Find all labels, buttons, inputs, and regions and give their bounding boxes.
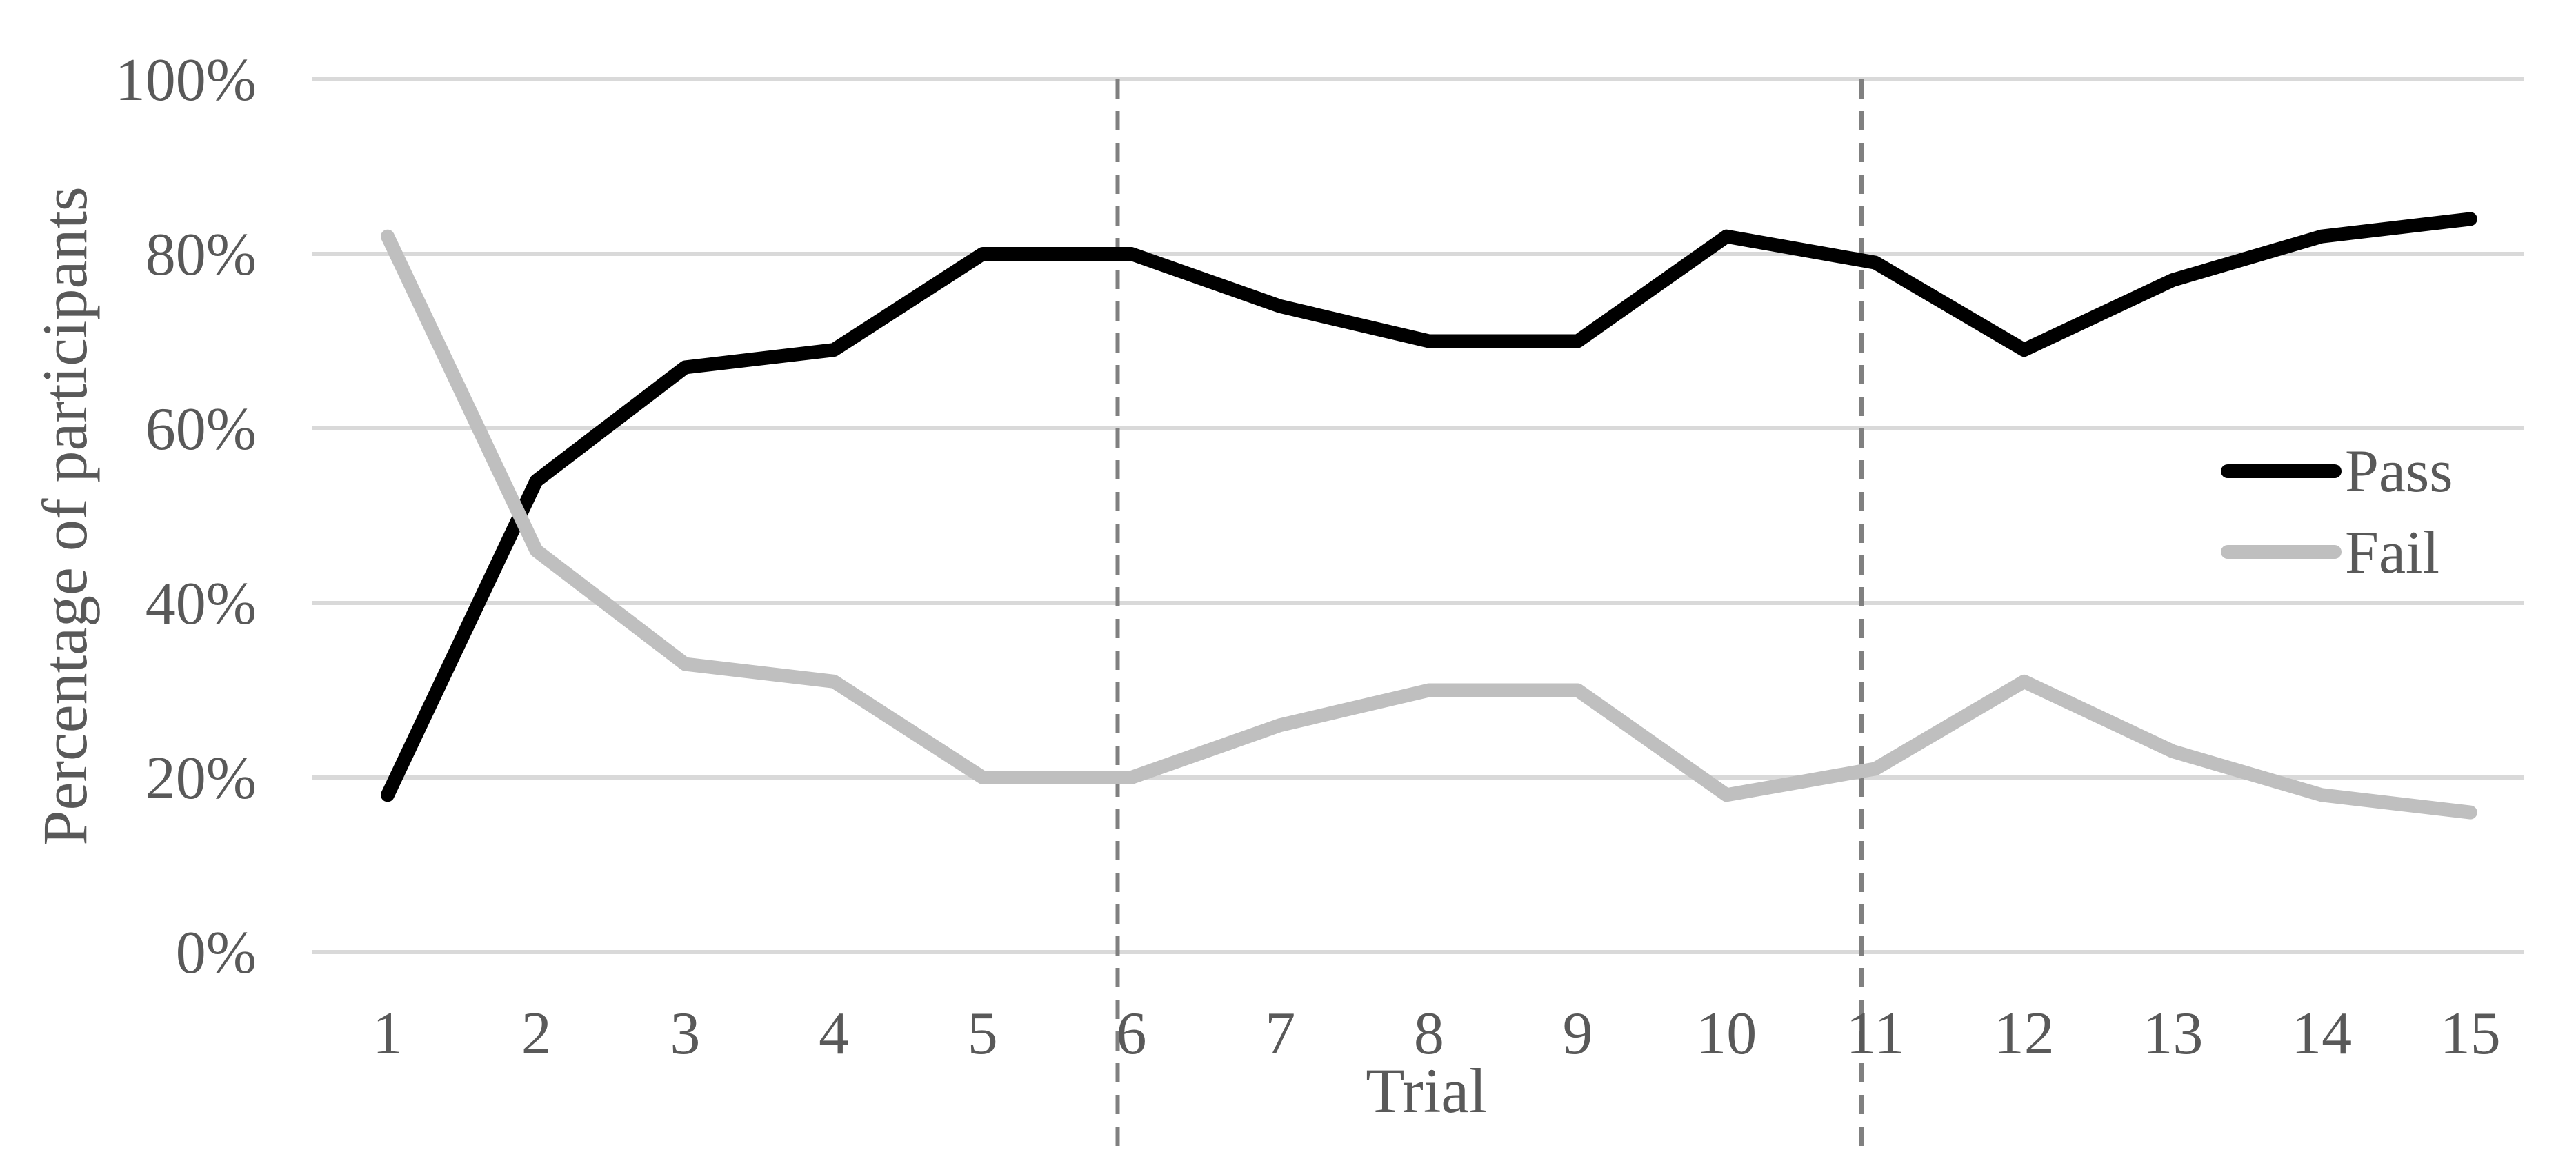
x-tick-label: 12 (1994, 1000, 2055, 1067)
x-axis-title: Trial (1366, 1056, 1487, 1126)
series-line-fail (381, 229, 2477, 820)
grid-layer (312, 77, 2524, 954)
x-tick-label: 1 (372, 1000, 403, 1067)
x-tick-label: 11 (1846, 1000, 1905, 1067)
legend-pass-label: Pass (2345, 438, 2453, 505)
x-tick-label: 9 (1563, 1000, 1593, 1067)
series-line-pass (381, 212, 2477, 802)
y-tick-label: 40% (146, 571, 257, 637)
y-tick-label: 80% (146, 221, 257, 288)
y-tick-label: 100% (115, 47, 257, 114)
legend-fail-label: Fail (2345, 519, 2439, 586)
y-axis-title: Percentage of participants (30, 186, 100, 845)
x-tick-label: 14 (2291, 1000, 2352, 1067)
phase-divider-layer (1115, 79, 1864, 1149)
y-tick-label: 60% (146, 396, 257, 463)
x-tick-label: 7 (1265, 1000, 1295, 1067)
x-tick-label: 3 (670, 1000, 700, 1067)
x-tick-label: 4 (819, 1000, 849, 1067)
y-tick-label: 20% (146, 745, 257, 812)
x-tick-label: 2 (521, 1000, 552, 1067)
x-tick-label: 6 (1117, 1000, 1147, 1067)
y-tick-label: 0% (176, 920, 257, 987)
x-tick-label: 13 (2142, 1000, 2203, 1067)
x-tick-label: 5 (968, 1000, 998, 1067)
x-tick-label: 10 (1696, 1000, 1757, 1067)
x-tick-label: 15 (2440, 1000, 2501, 1067)
x-tick-label: 8 (1414, 1000, 1444, 1067)
series-layer (381, 212, 2477, 820)
x-tick-labels: 1 2 3 4 5 6 7 8 9 10 11 12 13 14 15 (372, 1000, 2501, 1067)
legend: Pass Fail (2221, 438, 2453, 586)
y-tick-labels: 0% 20% 40% 60% 80% 100% (115, 47, 257, 987)
